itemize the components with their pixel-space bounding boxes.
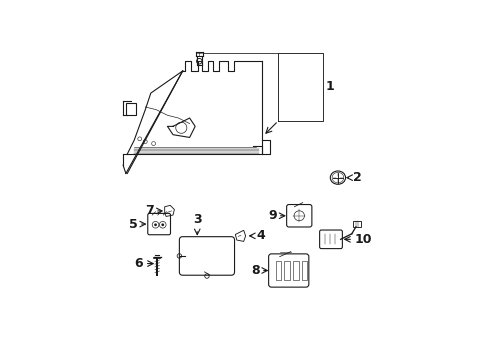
Text: 2: 2	[352, 171, 361, 184]
Bar	[292, 261, 298, 280]
Text: 7: 7	[145, 204, 154, 217]
Text: 9: 9	[267, 209, 276, 222]
Text: 6: 6	[134, 257, 143, 270]
Text: 8: 8	[251, 264, 259, 277]
Bar	[125, 103, 136, 115]
Bar	[301, 261, 307, 280]
Circle shape	[196, 58, 202, 64]
Text: 5: 5	[129, 217, 138, 230]
Text: 1: 1	[325, 80, 334, 93]
Bar	[352, 221, 360, 227]
Bar	[284, 261, 289, 280]
Bar	[275, 261, 281, 280]
Text: 4: 4	[256, 229, 264, 242]
Circle shape	[154, 223, 157, 226]
Text: 10: 10	[354, 233, 371, 246]
Text: 3: 3	[193, 213, 201, 226]
Circle shape	[161, 223, 164, 226]
